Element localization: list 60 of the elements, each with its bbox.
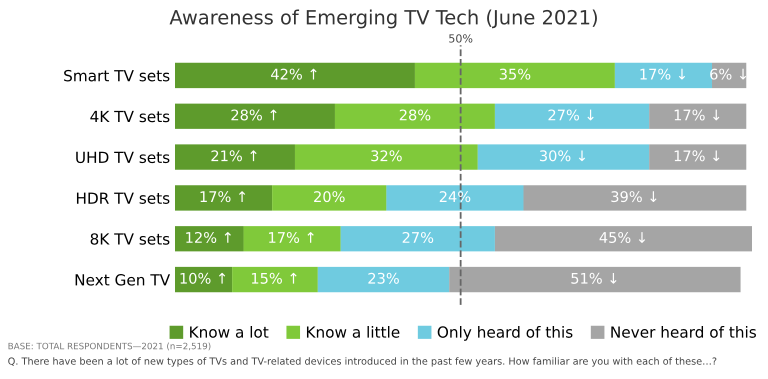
data-label: 10% ↑ xyxy=(180,272,226,284)
bar xyxy=(175,185,272,211)
y-tick-label: Smart TV sets xyxy=(64,70,170,82)
data-label: 39% ↓ xyxy=(611,191,657,202)
data-label: 32% xyxy=(371,150,402,162)
legend-label: Know a little xyxy=(306,326,400,338)
data-label: 6% ↓ xyxy=(710,68,746,80)
y-tick-label: 4K TV sets xyxy=(90,110,170,122)
bar xyxy=(175,266,232,292)
data-label: 28% ↑ xyxy=(231,109,277,120)
bar xyxy=(175,144,295,170)
y-tick-label: HDR TV sets xyxy=(76,192,170,204)
text: Q. There have been a lot of new types of TVs and TV-related devices introduced in the past few years. How familiar are you with each of these…? xyxy=(8,357,716,367)
bar xyxy=(449,266,741,292)
legend-label: Only heard of this xyxy=(438,326,572,341)
bar xyxy=(340,226,495,252)
data-label: 15% ↑ xyxy=(252,272,297,284)
bar xyxy=(649,104,746,129)
data-label: 17% ↑ xyxy=(200,191,246,202)
ref-line-label: 50% xyxy=(449,34,472,43)
bar xyxy=(175,104,335,129)
data-label: 28% xyxy=(400,109,430,120)
data-label: 30% ↓ xyxy=(540,150,586,162)
data-label: 23% xyxy=(368,272,399,284)
data-label: 17% ↑ xyxy=(269,232,314,243)
data-label: 21% ↑ xyxy=(211,150,257,162)
bar xyxy=(414,62,615,88)
text: BASE: TOTAL RESPONDENTS—2021 (n=2,519) xyxy=(8,342,210,350)
bar xyxy=(478,144,650,170)
data-label: 42% ↑ xyxy=(271,68,317,80)
bar xyxy=(294,144,478,170)
data-label: 35% xyxy=(500,68,530,80)
data-label: 27% ↓ xyxy=(548,109,594,120)
bar xyxy=(649,144,746,170)
y-tick-label: 8K TV sets xyxy=(90,233,170,245)
bar xyxy=(494,104,650,129)
bar xyxy=(272,185,386,211)
bar xyxy=(318,266,450,292)
bar xyxy=(712,62,746,88)
bar xyxy=(175,226,244,252)
bar xyxy=(494,226,752,252)
bar xyxy=(232,266,318,292)
bar xyxy=(175,62,415,88)
data-label: 17% ↓ xyxy=(640,68,686,80)
data-label: 17% ↓ xyxy=(674,109,720,120)
y-tick-label: Next Gen TV xyxy=(76,274,170,286)
bar xyxy=(386,185,524,211)
data-label: 20% xyxy=(314,191,345,202)
bar xyxy=(523,185,746,211)
bar xyxy=(334,104,495,129)
y-tick-label: UHD TV sets xyxy=(76,152,170,164)
legend-label: Never heard of this xyxy=(611,326,756,338)
bar xyxy=(244,226,341,252)
data-label: 12% ↑ xyxy=(186,232,231,243)
chart-title: Awareness of Emerging TV Tech (June 2021) xyxy=(170,10,597,28)
legend-label: Know a lot xyxy=(190,326,268,338)
data-label: 27% xyxy=(402,232,434,243)
data-label: 45% ↓ xyxy=(600,232,646,243)
data-label: 17% ↓ xyxy=(674,150,720,162)
data-label: 51% ↓ xyxy=(571,272,617,284)
